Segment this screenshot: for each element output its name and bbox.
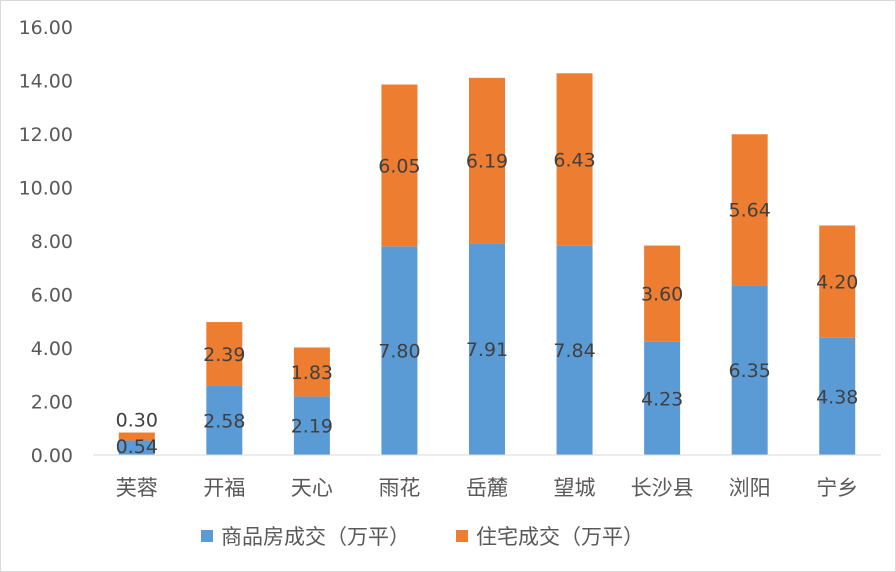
data-label-series-1: 7.84 [553, 340, 595, 362]
x-category-label: 宁乡 [816, 476, 858, 500]
legend-label-series-2: 住宅成交（万平） [476, 525, 644, 549]
data-label-series-2: 0.30 [116, 410, 158, 432]
x-axis-category-labels: 芙蓉 开福 天心 雨花 岳麓 望城 长沙县 浏阳 宁乡 [116, 476, 858, 500]
x-category-label: 长沙县 [631, 476, 694, 500]
bar-series-1 [381, 246, 418, 455]
bar-series-1 [819, 337, 856, 455]
data-label-series-1: 4.38 [816, 386, 858, 408]
bar-series-2 [381, 84, 418, 247]
bar-series-2 [731, 134, 768, 286]
x-category-label: 天心 [291, 476, 333, 500]
data-label-series-2: 2.39 [203, 344, 245, 366]
bar-series-1 [556, 245, 593, 455]
legend-swatch-series-2 [456, 530, 468, 542]
x-category-label: 望城 [554, 476, 596, 500]
legend: 商品房成交（万平） 住宅成交（万平） [201, 521, 644, 551]
bar-series-1 [469, 243, 505, 455]
bar-series-2 [644, 245, 681, 342]
legend-item-series-2: 住宅成交（万平） [456, 521, 644, 551]
bar-series-2 [206, 322, 243, 386]
x-category-label: 开福 [203, 476, 245, 500]
data-label-series-2: 6.43 [553, 149, 595, 171]
x-category-label: 雨花 [378, 476, 420, 500]
y-tick-label: 2.00 [31, 392, 73, 414]
bar-series-2 [293, 347, 330, 397]
bar-series-2 [469, 77, 505, 244]
legend-item-series-1: 商品房成交（万平） [201, 521, 410, 551]
x-category-label: 芙蓉 [116, 476, 158, 500]
legend-label-series-1: 商品房成交（万平） [221, 525, 410, 549]
bar-series-2 [819, 225, 856, 338]
data-label-series-1: 2.58 [203, 410, 245, 432]
y-tick-label: 14.00 [19, 71, 73, 93]
legend-swatch-series-1 [201, 530, 213, 542]
data-label-series-1: 7.80 [378, 341, 420, 363]
x-category-label: 岳麓 [466, 476, 508, 500]
y-tick-label: 4.00 [31, 338, 73, 360]
y-axis-tick-labels: 0.00 2.00 4.00 6.00 8.00 10.00 12.00 14.00 16.00 [19, 17, 73, 467]
x-category-label: 浏阳 [729, 476, 771, 500]
y-tick-label: 6.00 [31, 285, 73, 307]
bar-series-1 [731, 285, 768, 455]
data-label-series-1: 0.54 [116, 436, 158, 458]
bar-series [118, 73, 856, 455]
bar-series-1 [118, 440, 155, 455]
data-label-series-2: 3.60 [641, 284, 683, 306]
y-tick-label: 12.00 [19, 124, 73, 146]
y-tick-label: 16.00 [19, 17, 73, 39]
bar-series-1 [644, 341, 681, 455]
y-tick-label: 0.00 [31, 445, 73, 467]
y-tick-label: 10.00 [19, 178, 73, 200]
data-label-series-2: 6.19 [466, 151, 508, 173]
data-label-series-2: 1.83 [291, 362, 333, 384]
data-label-series-2: 5.64 [729, 200, 771, 222]
data-label-series-1: 4.23 [641, 388, 683, 410]
data-label-series-2: 6.05 [378, 155, 420, 177]
data-label-series-1: 7.91 [466, 339, 508, 361]
y-tick-label: 8.00 [31, 231, 73, 253]
data-labels: 0.54 0.30 2.58 2.39 2.19 1.83 7.80 6.05 7.91 6.19… [116, 149, 859, 458]
bar-series-1 [206, 385, 243, 455]
bar-series-1 [293, 396, 330, 455]
data-label-series-1: 6.35 [729, 360, 771, 382]
bar-series-2 [556, 73, 593, 246]
bar-series-2 [118, 432, 155, 441]
data-label-series-1: 2.19 [291, 416, 333, 438]
data-label-series-2: 4.20 [816, 272, 858, 294]
